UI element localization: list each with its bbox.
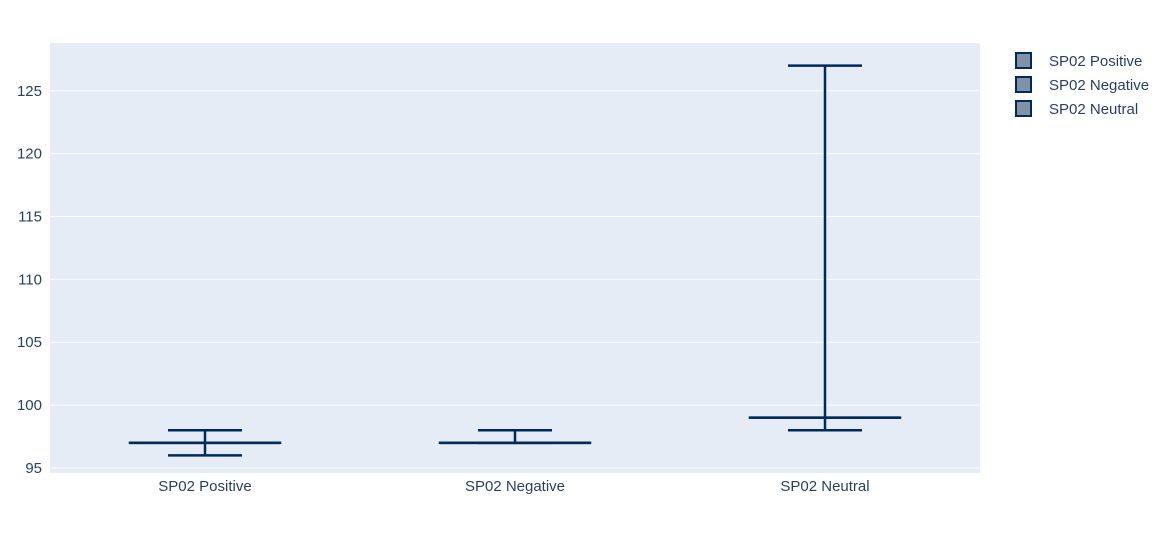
- legend-item-1: SP02 Positive: [1015, 52, 1142, 70]
- x-tick-label-2: SP02 Negative: [465, 478, 565, 495]
- box-trace-2: [438, 429, 592, 445]
- legend-item-3: SP02 Neutral: [1015, 100, 1138, 118]
- box-trace-1: [128, 429, 282, 457]
- legend-label: SP02 Negative: [1049, 77, 1149, 94]
- legend-label: SP02 Positive: [1049, 53, 1142, 70]
- box-traces: [128, 64, 902, 457]
- x-tick-label-1: SP02 Positive: [158, 478, 251, 495]
- box-trace-3: [748, 64, 902, 432]
- legend: SP02 Positive SP02 Negative SP02 Neutral: [1015, 52, 1149, 118]
- legend-swatch: [1015, 100, 1032, 117]
- y-tick-label-110: 110: [18, 271, 42, 288]
- legend-label: SP02 Neutral: [1049, 101, 1138, 118]
- legend-swatch: [1015, 76, 1032, 93]
- y-tick-label-115: 115: [18, 209, 42, 226]
- y-tick-label-105: 105: [17, 334, 42, 351]
- y-axis-ticks: 95 100 105 110 115 120 125: [17, 83, 42, 477]
- x-axis-ticks: SP02 Positive SP02 Negative SP02 Neutral: [158, 478, 869, 495]
- y-tick-label-125: 125: [17, 83, 42, 100]
- legend-swatch: [1015, 52, 1032, 69]
- y-tick-label-100: 100: [17, 397, 42, 414]
- gridlines: [50, 90, 980, 469]
- y-tick-label-95: 95: [25, 460, 42, 477]
- plot-background: [50, 43, 980, 473]
- legend-item-2: SP02 Negative: [1015, 76, 1149, 94]
- y-tick-label-120: 120: [17, 146, 42, 163]
- x-tick-label-3: SP02 Neutral: [780, 478, 869, 495]
